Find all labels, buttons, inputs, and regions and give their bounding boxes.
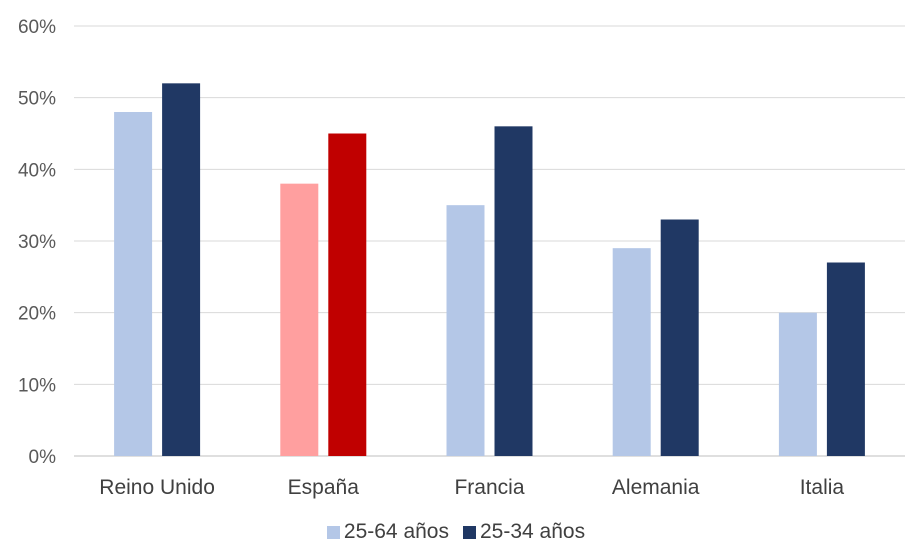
bar-2-españa xyxy=(328,133,367,456)
x-category-label: Italia xyxy=(800,476,845,499)
y-tick-label: 40% xyxy=(18,160,56,181)
bar-1-italia xyxy=(778,312,817,456)
y-tick-label: 30% xyxy=(18,232,56,253)
bar-2-francia xyxy=(494,126,533,456)
y-tick-label: 0% xyxy=(29,447,57,468)
legend-label-series-2: 25-34 años xyxy=(480,520,586,543)
y-axis-tick-labels: 0% 10% 20% 30% 40% 50% 60% xyxy=(18,17,56,468)
bar-chart: 0% 10% 20% 30% 40% 50% 60% Reino Unido España Fr… xyxy=(18,17,905,499)
bar-1-francia xyxy=(446,205,485,456)
gridlines xyxy=(74,25,905,457)
bar-2-alemania xyxy=(660,219,699,456)
bars xyxy=(114,83,865,456)
x-axis-category-labels: Reino Unido España Francia Alemania Italia xyxy=(99,476,844,499)
x-category-label: Reino Unido xyxy=(99,476,215,499)
legend: 25-64 años 25-34 años xyxy=(0,520,912,544)
legend-label-series-1: 25-64 años xyxy=(343,520,449,543)
bar-2-reino-unido xyxy=(162,83,201,456)
bar-1-españa xyxy=(280,183,319,456)
legend-swatch-series-1 xyxy=(326,525,340,539)
y-tick-label: 20% xyxy=(18,304,56,325)
legend-swatch-series-2 xyxy=(463,525,476,539)
legend-item-series-2: 25-34 años xyxy=(463,520,585,544)
y-tick-label: 60% xyxy=(18,17,56,38)
legend-item-series-1: 25-64 años xyxy=(326,520,449,544)
bar-2-italia xyxy=(826,262,865,456)
y-tick-label: 50% xyxy=(18,89,56,110)
x-category-label: España xyxy=(288,476,360,499)
x-category-label: Francia xyxy=(454,476,524,499)
bar-1-reino-unido xyxy=(114,112,153,456)
x-category-label: Alemania xyxy=(612,476,700,499)
bar-1-alemania xyxy=(612,248,651,456)
y-tick-label: 10% xyxy=(18,375,56,396)
